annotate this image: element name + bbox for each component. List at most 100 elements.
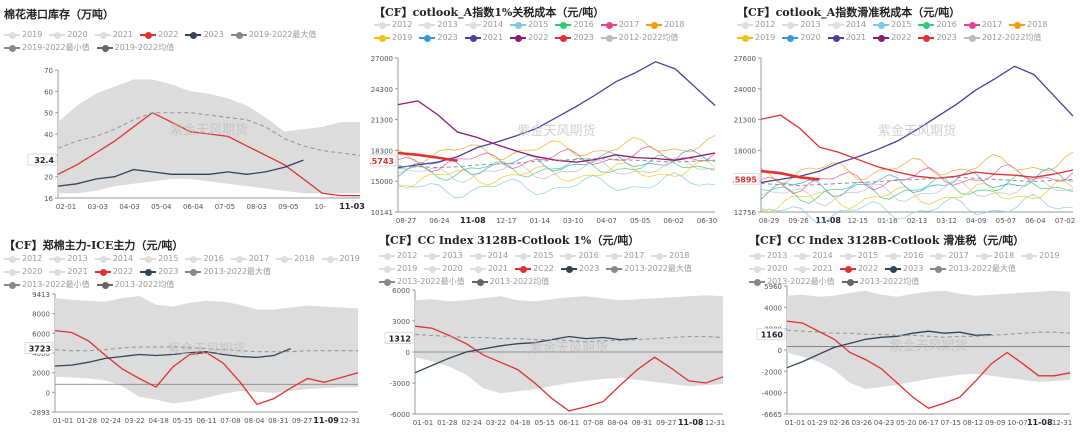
legend-item[interactable]: 2023	[185, 28, 224, 41]
legend-item[interactable]: 2021	[794, 262, 833, 275]
legend-item[interactable]: 2016	[560, 249, 599, 262]
legend-swatch-icon	[600, 34, 617, 42]
legend-item[interactable]: 2020	[749, 262, 787, 275]
legend-item[interactable]: 2019	[4, 28, 42, 41]
legend-item[interactable]: 2014	[469, 249, 508, 262]
legend-item[interactable]: 2014	[794, 249, 833, 262]
legend-label: 2013-2022最大值	[624, 264, 692, 273]
legend-item[interactable]: 2012	[4, 252, 42, 265]
legend-item[interactable]: 2018	[651, 249, 690, 262]
legend-item[interactable]: 2017	[963, 18, 1002, 31]
legend-label: 2017	[618, 20, 640, 29]
legend-item[interactable]: 2013	[419, 18, 458, 31]
legend-item[interactable]: 2022	[839, 262, 878, 275]
legend-item[interactable]: 2013-2022最小值	[749, 275, 835, 288]
x-tick-label: 09-05	[278, 203, 298, 211]
legend-item[interactable]: 2013-2022均值	[96, 278, 174, 291]
legend-swatch-icon	[782, 34, 799, 42]
legend-item[interactable]: 2016	[185, 252, 224, 265]
callout-value: 32.4	[34, 156, 54, 165]
legend-item[interactable]: 2019	[374, 31, 412, 44]
legend-item[interactable]: 2022	[140, 28, 178, 41]
legend-swatch-icon	[185, 31, 202, 39]
legend-item[interactable]: 2015	[839, 249, 878, 262]
legend-item[interactable]: 2019	[379, 262, 417, 275]
legend-item[interactable]: 2021	[464, 31, 503, 44]
legend-item[interactable]: 2013	[782, 18, 821, 31]
legend-item[interactable]: 2012-2022均值	[600, 31, 679, 44]
legend-item[interactable]: 2020	[4, 265, 42, 278]
legend-item[interactable]: 2012	[374, 18, 412, 31]
legend-item[interactable]: 2020	[49, 28, 88, 41]
legend-item[interactable]: 2019	[1021, 249, 1060, 262]
legend-item[interactable]: 2016	[885, 249, 923, 262]
legend-item[interactable]: 2018	[1009, 18, 1048, 31]
legend-swatch-icon	[464, 34, 481, 42]
legend-swatch-icon	[963, 21, 980, 29]
legend-item[interactable]: 2023	[918, 31, 957, 44]
legend-item[interactable]: 2015	[873, 18, 911, 31]
series-line-2022	[57, 111, 360, 197]
legend-item[interactable]: 2017	[605, 249, 644, 262]
legend-item[interactable]: 2019-2022最小值	[4, 41, 90, 54]
legend-label: 2019	[392, 33, 413, 42]
legend-label: 2017	[948, 251, 969, 260]
legend-item[interactable]: 2013-2022最大值	[930, 262, 1016, 275]
legend-item[interactable]: 2015	[515, 249, 553, 262]
legend-item[interactable]: 2013	[424, 249, 463, 262]
legend-item[interactable]: 2021	[469, 262, 509, 275]
legend-item[interactable]: 2013-2022最小值	[4, 278, 90, 291]
legend-label: 2021	[487, 264, 509, 273]
legend-item[interactable]: 2012	[737, 18, 775, 31]
legend-item[interactable]: 2022	[873, 31, 911, 44]
legend-item[interactable]: 2021	[49, 265, 88, 278]
legend-item[interactable]: 2018	[646, 18, 685, 31]
legend-item[interactable]: 2019	[737, 31, 775, 44]
legend-item[interactable]: 2013-2022最小值	[379, 275, 465, 288]
legend-label: 2019-2022最大值	[248, 30, 317, 39]
legend-item[interactable]: 2015	[510, 18, 548, 31]
legend-item[interactable]: 2017	[930, 249, 969, 262]
legend-item[interactable]: 2014	[827, 18, 866, 31]
legend-item[interactable]: 2016	[918, 18, 957, 31]
callout-box	[24, 342, 54, 355]
legend-label: 2020	[767, 264, 788, 273]
legend-item[interactable]: 2018	[276, 252, 315, 265]
legend-item[interactable]: 2014	[94, 252, 133, 265]
legend-item[interactable]: 2012	[379, 249, 417, 262]
legend-item[interactable]: 2019	[321, 252, 360, 265]
panel-cotlook-sliding: 【CF】cotlook_A指数滑准税成本（元/吨） 2012 2013 2014 20…	[733, 0, 1080, 225]
legend-label: 2012-2022均值	[618, 33, 679, 42]
legend-item[interactable]: 2023	[140, 265, 178, 278]
legend-item[interactable]: 2020	[782, 31, 821, 44]
legend-item[interactable]: 2019-2022均值	[96, 41, 174, 54]
legend-item[interactable]: 2021	[827, 31, 866, 44]
legend-item[interactable]: 2022	[510, 31, 548, 44]
legend-item[interactable]: 2013-2022最大值	[606, 262, 692, 275]
legend-item[interactable]: 2023	[419, 31, 458, 44]
legend-swatch-icon	[49, 255, 66, 263]
legend-item[interactable]: 2012-2022均值	[963, 31, 1041, 44]
legend-item[interactable]: 2020	[424, 262, 463, 275]
legend-item[interactable]: 2016	[555, 18, 594, 31]
legend-item[interactable]: 2014	[464, 18, 503, 31]
legend-item[interactable]: 2018	[975, 249, 1014, 262]
legend-item[interactable]: 2013-2022均值	[471, 275, 549, 288]
legend-item[interactable]: 2C22	[515, 262, 554, 275]
legend-item[interactable]: 2013-2022均值	[841, 275, 919, 288]
legend-item[interactable]: 2015	[140, 252, 178, 265]
legend-item[interactable]: 2013	[749, 249, 787, 262]
legend-item[interactable]: 2017	[600, 18, 640, 31]
legend-item[interactable]: 2023	[885, 262, 923, 275]
legend-item[interactable]: 2019-2022最大值	[230, 28, 317, 41]
legend-swatch-icon	[975, 252, 992, 260]
watermark: 紫金天风期货	[878, 123, 956, 139]
legend-item[interactable]: 2022	[94, 265, 133, 278]
legend-item[interactable]: 2023	[560, 262, 599, 275]
range-band	[787, 290, 1070, 389]
legend-item[interactable]: 2013	[49, 252, 88, 265]
legend-item[interactable]: 2021	[94, 28, 133, 41]
legend-item[interactable]: 2013-2022最大值	[185, 265, 271, 278]
legend-item[interactable]: 2017	[230, 252, 269, 265]
legend-item[interactable]: 2023	[555, 31, 594, 44]
